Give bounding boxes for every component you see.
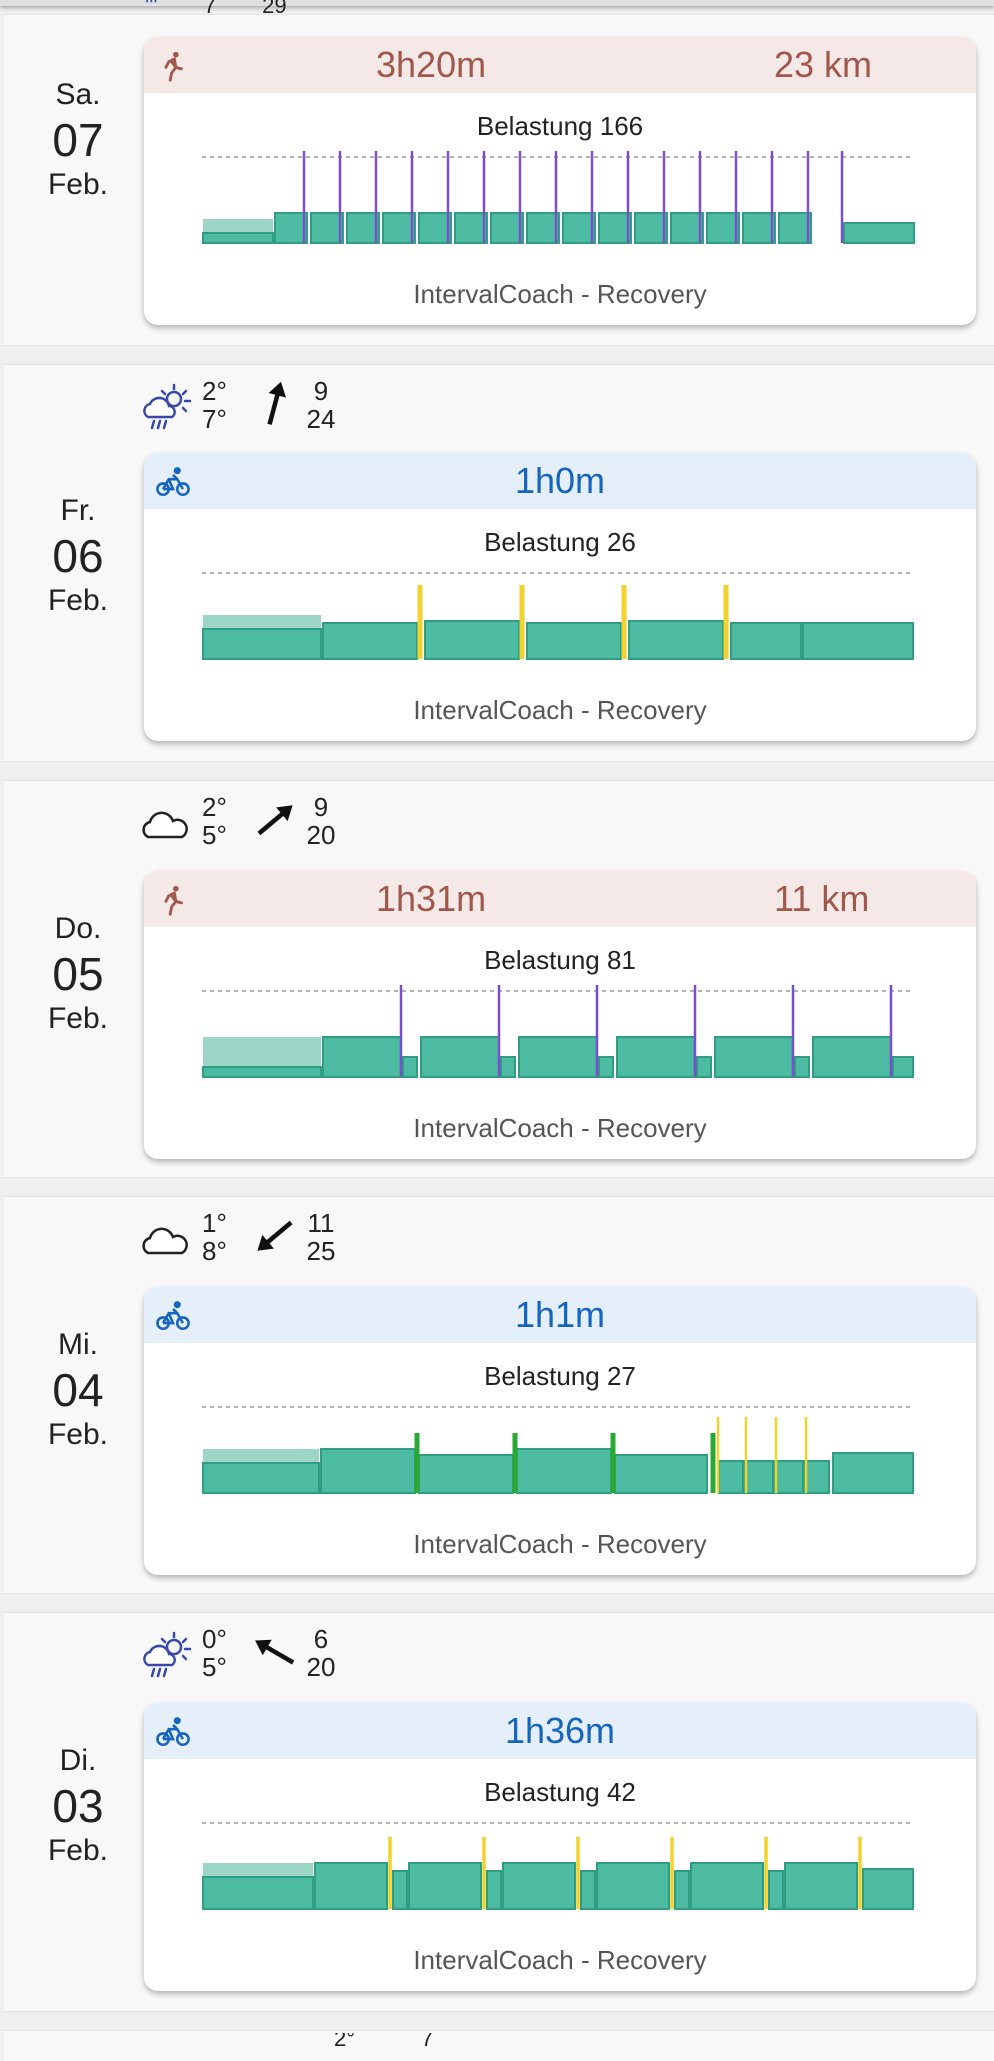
run-icon: [164, 51, 183, 82]
date-label: Fr. 06 Feb.: [47, 494, 109, 617]
temperature-range: 2° 7°: [202, 376, 227, 434]
cloud-sun-rain-icon: [143, 1631, 192, 1678]
run-icon: [164, 885, 183, 916]
previous-day-weather-partial: ''' 7 29: [145, 0, 287, 14]
activity-duration: 3h20m: [376, 44, 487, 85]
activity-card[interactable]: 1h31m 11 km Belastung 81 IntervalCoach -…: [144, 871, 976, 1159]
date-label: Sa. 07 Feb.: [47, 78, 109, 201]
activity-header: 1h31m 11 km: [144, 871, 976, 927]
temperature-range: 1° 8°: [202, 1208, 227, 1266]
training-load: Belastung 81: [484, 945, 636, 975]
workout-name: IntervalCoach - Recovery: [413, 1113, 707, 1143]
workout-profile-chart: [202, 572, 914, 660]
wind-speed: 9 20: [306, 792, 336, 850]
activity-duration: 1h36m: [504, 1710, 616, 1751]
wind-direction-arrow-icon: [257, 1220, 293, 1251]
activity-header: 3h20m 23 km: [144, 37, 976, 93]
activity-card[interactable]: 3h20m 23 km Belastung 166: [144, 37, 976, 325]
workout-profile-chart: [202, 151, 915, 244]
bike-icon: [156, 1717, 190, 1747]
activity-distance: 23 km: [774, 44, 873, 85]
activity-duration: 1h1m: [514, 1294, 606, 1335]
cloud-sun-rain-icon: [143, 383, 192, 430]
workout-name: IntervalCoach - Recovery: [413, 279, 707, 309]
next-day-weather-partial: 2° 7: [334, 2033, 434, 2047]
date-label: Mi. 04 Feb.: [47, 1328, 109, 1451]
activity-card[interactable]: 1h36m Belastung 42 IntervalCoach - Recov…: [144, 1703, 976, 1991]
wind-direction-arrow-icon: [255, 1639, 295, 1665]
day-row-sa-07[interactable]: Sa. 07 Feb. 3h20m 23 km Belastung 166: [4, 14, 994, 346]
date-label: Di. 03 Feb.: [47, 1744, 109, 1867]
workout-profile-chart: [202, 1822, 914, 1910]
next-day-row-partial[interactable]: 2° 7: [4, 2030, 994, 2061]
top-shadow: [0, 0, 994, 6]
temperature-range: 2° 5°: [202, 792, 227, 850]
workout-name: IntervalCoach - Recovery: [413, 1945, 707, 1975]
activity-distance: 11 km: [774, 878, 870, 919]
workout-name: IntervalCoach - Recovery: [413, 1529, 707, 1559]
training-load: Belastung 26: [484, 527, 636, 557]
workout-profile-chart: [202, 985, 914, 1078]
wind-speed: 11 25: [306, 1208, 336, 1266]
activity-header: 1h0m: [144, 453, 976, 509]
bike-icon: [156, 1301, 190, 1331]
bike-icon: [156, 467, 190, 497]
wind-speed: 9 24: [306, 376, 336, 434]
day-row-di-03[interactable]: Di. 03 Feb. 0° 5° 6 20 1h36m Belastung 42: [4, 1612, 994, 2012]
training-load: Belastung 166: [476, 111, 644, 141]
workout-profile-chart: [202, 1406, 914, 1494]
activity-card[interactable]: 1h0m Belastung 26 IntervalCoach - Recove…: [144, 453, 976, 741]
cloud-icon: [142, 811, 188, 839]
activity-card[interactable]: 1h1m Belastung 27 IntervalCoach - Recove…: [144, 1287, 976, 1575]
wind-direction-arrow-icon: [257, 805, 293, 836]
day-row-do-05[interactable]: Do. 05 Feb. 2° 5° 9 20 1h31m 11 km Belastu…: [4, 780, 994, 1178]
activity-header: 1h36m: [144, 1703, 976, 1759]
training-load: Belastung 27: [484, 1361, 636, 1391]
wind-direction-arrow-icon: [267, 381, 287, 425]
wind-speed: 6 20: [306, 1624, 336, 1682]
workout-name: IntervalCoach - Recovery: [413, 695, 707, 725]
date-label: Do. 05 Feb.: [47, 912, 109, 1035]
training-load: Belastung 42: [484, 1777, 636, 1807]
activity-duration: 1h0m: [514, 460, 606, 501]
day-row-mi-04[interactable]: Mi. 04 Feb. 1° 8° 11 25 1h1m Belastung 27: [4, 1196, 994, 1594]
activity-header: 1h1m: [144, 1287, 976, 1343]
temperature-range: 0° 5°: [202, 1624, 227, 1682]
activity-duration: 1h31m: [376, 878, 487, 919]
cloud-icon: [142, 1227, 188, 1255]
day-row-fr-06[interactable]: Fr. 06 Feb. 2° 7° 9 24 1h0m Belastung 26: [4, 364, 994, 762]
